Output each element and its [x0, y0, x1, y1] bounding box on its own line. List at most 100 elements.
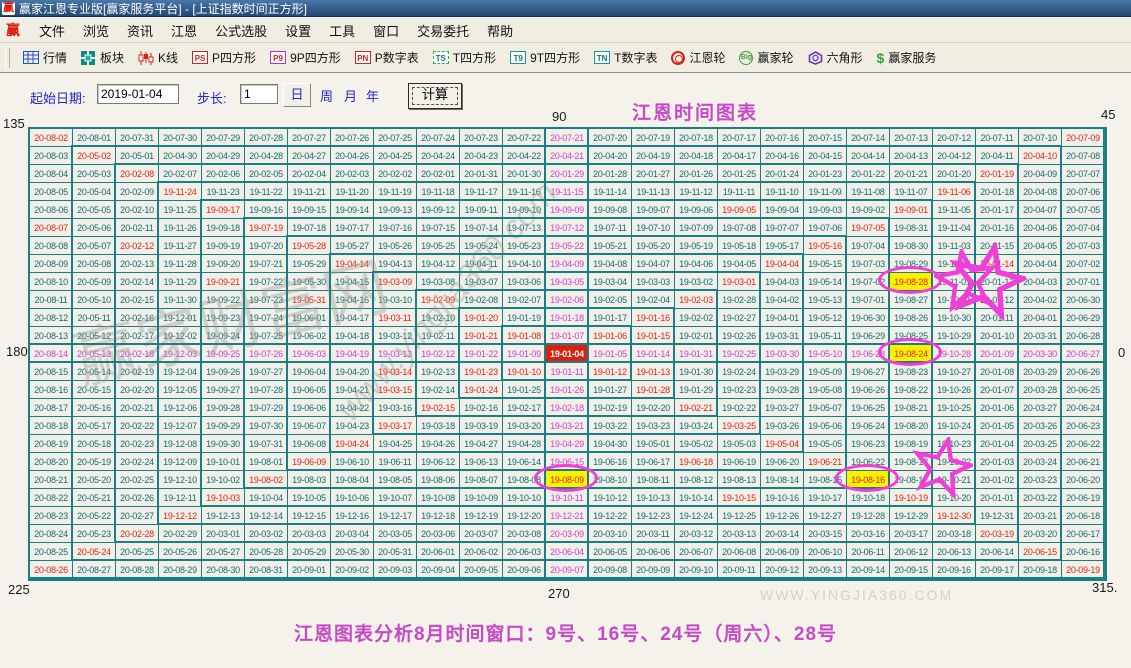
grid-cell: 19-11-09	[804, 183, 847, 201]
grid-cell: 19-03-13	[374, 345, 417, 363]
grid-cell: 19-01-17	[589, 309, 632, 327]
grid-cell: 19-12-23	[632, 507, 675, 525]
toolbar-button-9T四方形[interactable]: T9 9T四方形	[503, 47, 587, 68]
grid-cell: 20-08-17	[30, 399, 73, 417]
grid-cell: 19-11-22	[245, 183, 288, 201]
toolbar-button-江恩轮[interactable]: 江恩轮	[664, 47, 732, 68]
menu-item-江恩[interactable]: 江恩	[171, 23, 198, 39]
grid-cell: 19-09-21	[202, 273, 245, 291]
grid-cell: 20-08-24	[30, 525, 73, 543]
menu-item-窗口[interactable]: 窗口	[373, 23, 400, 39]
grid-cell-start-date: 19-01-04	[546, 345, 589, 363]
grid-cell: 19-03-15	[374, 381, 417, 399]
grid-cell: 19-09-06	[675, 201, 718, 219]
grid-cell: 19-01-24	[460, 381, 503, 399]
grid-cell: 19-05-26	[374, 237, 417, 255]
menu-item-文件[interactable]: 文件	[39, 23, 66, 39]
grid-cell: 19-04-25	[374, 435, 417, 453]
grid-cell: 19-07-23	[245, 291, 288, 309]
grid-cell: 19-07-11	[589, 219, 632, 237]
period-option-日-selected[interactable]: 日	[283, 83, 311, 107]
menu-item-交易委托[interactable]: 交易委托	[417, 23, 470, 39]
grid-cell: 19-08-30	[890, 237, 933, 255]
toolbar-button-label: 9P四方形	[290, 51, 341, 65]
grid-cell: 19-06-26	[847, 381, 890, 399]
toolbar-button-T数字表[interactable]: TN T数字表	[587, 47, 664, 68]
grid-cell: 20-03-24	[1019, 453, 1062, 471]
grid-cell: 20-07-11	[976, 129, 1019, 147]
period-option-月[interactable]: 月	[344, 89, 358, 104]
grid-cell: 20-02-29	[159, 525, 202, 543]
period-option-周[interactable]: 周	[320, 89, 334, 104]
grid-cell: 20-01-27	[632, 165, 675, 183]
grid-cell: 20-02-13	[116, 255, 159, 273]
grid-cell: 20-03-03	[288, 525, 331, 543]
step-input[interactable]	[240, 84, 278, 104]
grid-cell: 19-11-27	[159, 237, 202, 255]
grid-cell: 19-01-16	[632, 309, 675, 327]
grid-cell: 19-07-12	[546, 219, 589, 237]
toolbar-button-行情[interactable]: 行情	[16, 47, 74, 68]
grid-cell: 20-05-15	[73, 381, 116, 399]
menu-item-公式选股[interactable]: 公式选股	[215, 23, 268, 39]
toolbar-button-赢家服务[interactable]: $ 赢家服务	[870, 47, 944, 68]
menu-item-资讯[interactable]: 资讯	[127, 23, 154, 39]
toolbar-button-T四方形[interactable]: TS T四方形	[426, 47, 503, 68]
start-date-input[interactable]	[97, 84, 179, 104]
grid-cell: 19-03-31	[761, 327, 804, 345]
kline-icon	[138, 50, 154, 65]
grid-cell: 19-03-23	[632, 417, 675, 435]
grid-cell: 20-03-14	[761, 525, 804, 543]
calculate-button[interactable]: 计算	[408, 83, 462, 109]
grid-cell: 19-04-05	[718, 255, 761, 273]
grid-cell: 19-02-10	[417, 309, 460, 327]
grid-cell: 20-05-13	[73, 345, 116, 363]
grid-cell: 19-04-30	[589, 435, 632, 453]
grid-cell: 20-06-10	[804, 543, 847, 561]
grid-cell: 19-08-13	[718, 471, 761, 489]
grid-cell: 19-07-29	[245, 399, 288, 417]
grid-cell: 20-08-23	[30, 507, 73, 525]
grid-cell: 19-01-30	[675, 363, 718, 381]
grid-cell: 19-03-19	[460, 417, 503, 435]
toolbar-button-label: K线	[158, 51, 179, 65]
menu-item-浏览[interactable]: 浏览	[83, 23, 110, 39]
grid-cell: 20-07-13	[890, 129, 933, 147]
grid-cell: 19-07-08	[718, 219, 761, 237]
grid-cell: 19-08-15	[804, 471, 847, 489]
angle-label-45: 45	[1101, 107, 1116, 122]
toolbar-button-label: 赢家服务	[888, 51, 937, 65]
menu-item-工具[interactable]: 工具	[329, 23, 356, 39]
toolbar-button-六角形[interactable]: 六角形	[801, 47, 870, 68]
grid-cell: 19-12-22	[589, 507, 632, 525]
grid-cell: 19-07-21	[245, 255, 288, 273]
toolbar-button-板块[interactable]: 板块	[74, 47, 131, 68]
grid-cell: 20-05-01	[116, 147, 159, 165]
toolbar-button-P数字表[interactable]: PN P数字表	[348, 47, 426, 68]
grid-cell: 19-11-11	[718, 183, 761, 201]
grid-cell: 19-12-10	[159, 471, 202, 489]
menu-item-帮助[interactable]: 帮助	[487, 23, 514, 39]
grid-cell: 19-12-02	[159, 327, 202, 345]
toolbar-button-K线[interactable]: K线	[131, 47, 185, 68]
menu-item-设置[interactable]: 设置	[285, 23, 312, 39]
toolbar-button-label: 9T四方形	[530, 51, 581, 65]
grid-cell: 20-02-07	[159, 165, 202, 183]
grid-cell: 20-04-25	[374, 147, 417, 165]
grid-cell: 20-05-09	[73, 273, 116, 291]
analysis-footer-text: 江恩图表分析8月时间窗口：9号、16号、24号（周六）、28号	[293, 624, 838, 645]
step-label: 步长:	[197, 91, 227, 106]
grid-cell: 19-02-13	[417, 363, 460, 381]
toolbar-button-P四方形[interactable]: PS P四方形	[185, 47, 263, 68]
grid-cell: 19-04-11	[460, 255, 503, 273]
grid-cell: 19-05-22	[546, 237, 589, 255]
grid-cell: 20-09-19	[1062, 561, 1105, 579]
grid-cell: 20-09-13	[804, 561, 847, 579]
toolbar-button-赢家轮[interactable]: Big 赢家轮	[732, 47, 800, 68]
grid-cell: 19-04-08	[589, 255, 632, 273]
grid-cell: 19-09-17	[202, 201, 245, 219]
grid-cell: 19-05-18	[718, 237, 761, 255]
toolbar-button-9P四方形[interactable]: P9 9P四方形	[263, 47, 348, 68]
grid-cell: 20-09-01	[288, 561, 331, 579]
period-option-年[interactable]: 年	[366, 89, 380, 104]
